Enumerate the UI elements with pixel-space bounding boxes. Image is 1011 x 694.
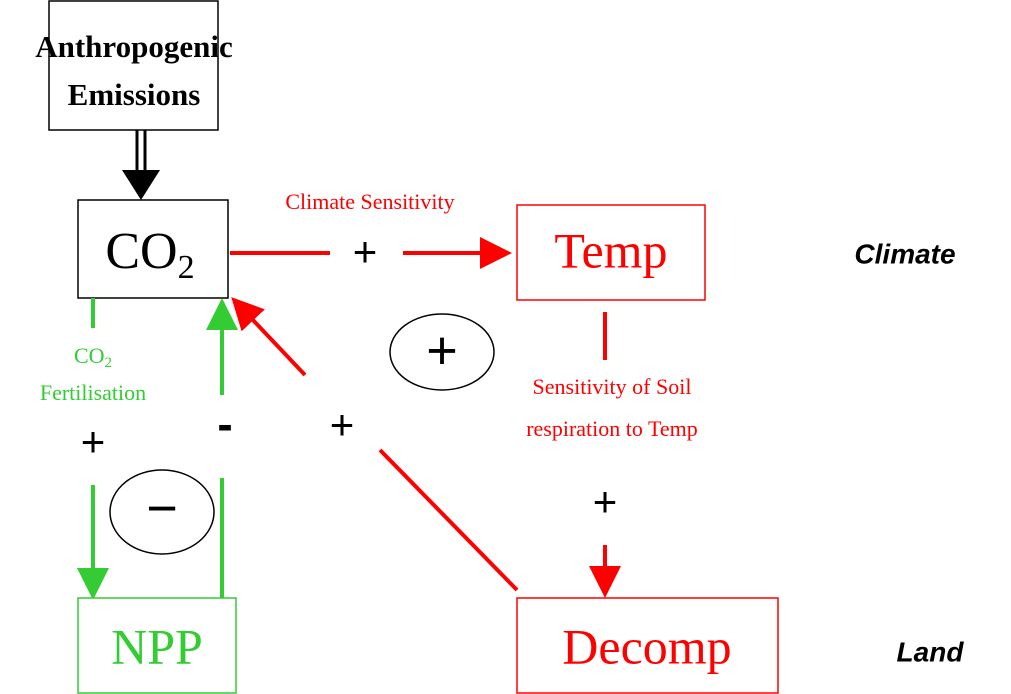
arrow [378,448,519,592]
link-label: respiration to Temp [526,416,698,441]
region-label: Climate [854,238,955,269]
sign: + [353,228,378,275]
region-label: Land [897,636,965,667]
arrow [231,297,307,377]
temp-label: Temp [554,222,667,278]
arrowhead [122,170,160,200]
loop-sign: − [146,478,178,538]
co2-box [77,199,229,299]
link-label: Fertilisation [40,380,146,405]
loop-circle [109,469,215,555]
decomp-box [516,597,779,694]
emissions-label: Emissions [68,77,201,112]
npp-box [77,597,237,694]
loop-circle [389,313,495,391]
sign: + [593,478,618,525]
loop-sign: + [426,320,458,380]
emissions-label: Anthropogenic [35,29,233,64]
sign: + [330,401,355,448]
temp-box [516,204,706,301]
link-label: CO2 [74,343,112,371]
sign: + [81,418,106,465]
sign: - [217,398,232,450]
link-label: Climate Sensitivity [285,189,454,214]
link-label: Sensitivity of Soil [533,374,692,399]
emissions-box [48,0,219,131]
decomp-label: Decomp [562,618,731,674]
co2-label: CO2 [105,223,194,286]
npp-label: NPP [111,618,203,674]
